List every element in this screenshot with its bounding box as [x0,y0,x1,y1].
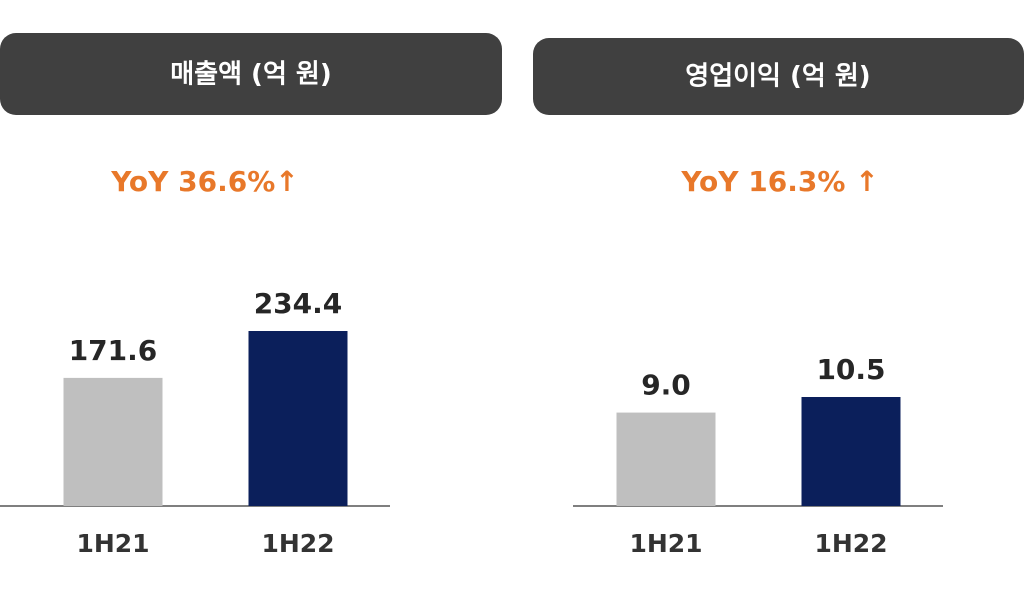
bar [63,377,163,506]
chart-title: 매출액 (억 원) [170,60,331,90]
bar [616,412,716,506]
x-tick-label: 1H22 [814,529,887,558]
annotation: YoY 16.3% ↑ [680,165,878,198]
value-label: 234.4 [254,287,343,320]
x-tick-label: 1H21 [76,529,149,558]
chart-title: 영업이익 (억 원) [685,62,870,92]
annotation: YoY 36.6%↑ [110,165,299,198]
value-label: 10.5 [816,353,885,386]
bar [248,331,348,506]
x-tick-label: 1H21 [629,529,702,558]
header-box [533,38,1024,115]
value-label: 171.6 [69,334,158,367]
header-box [0,33,502,115]
x-tick-label: 1H22 [261,529,334,558]
value-label: 9.0 [641,369,691,402]
bar [801,397,901,506]
